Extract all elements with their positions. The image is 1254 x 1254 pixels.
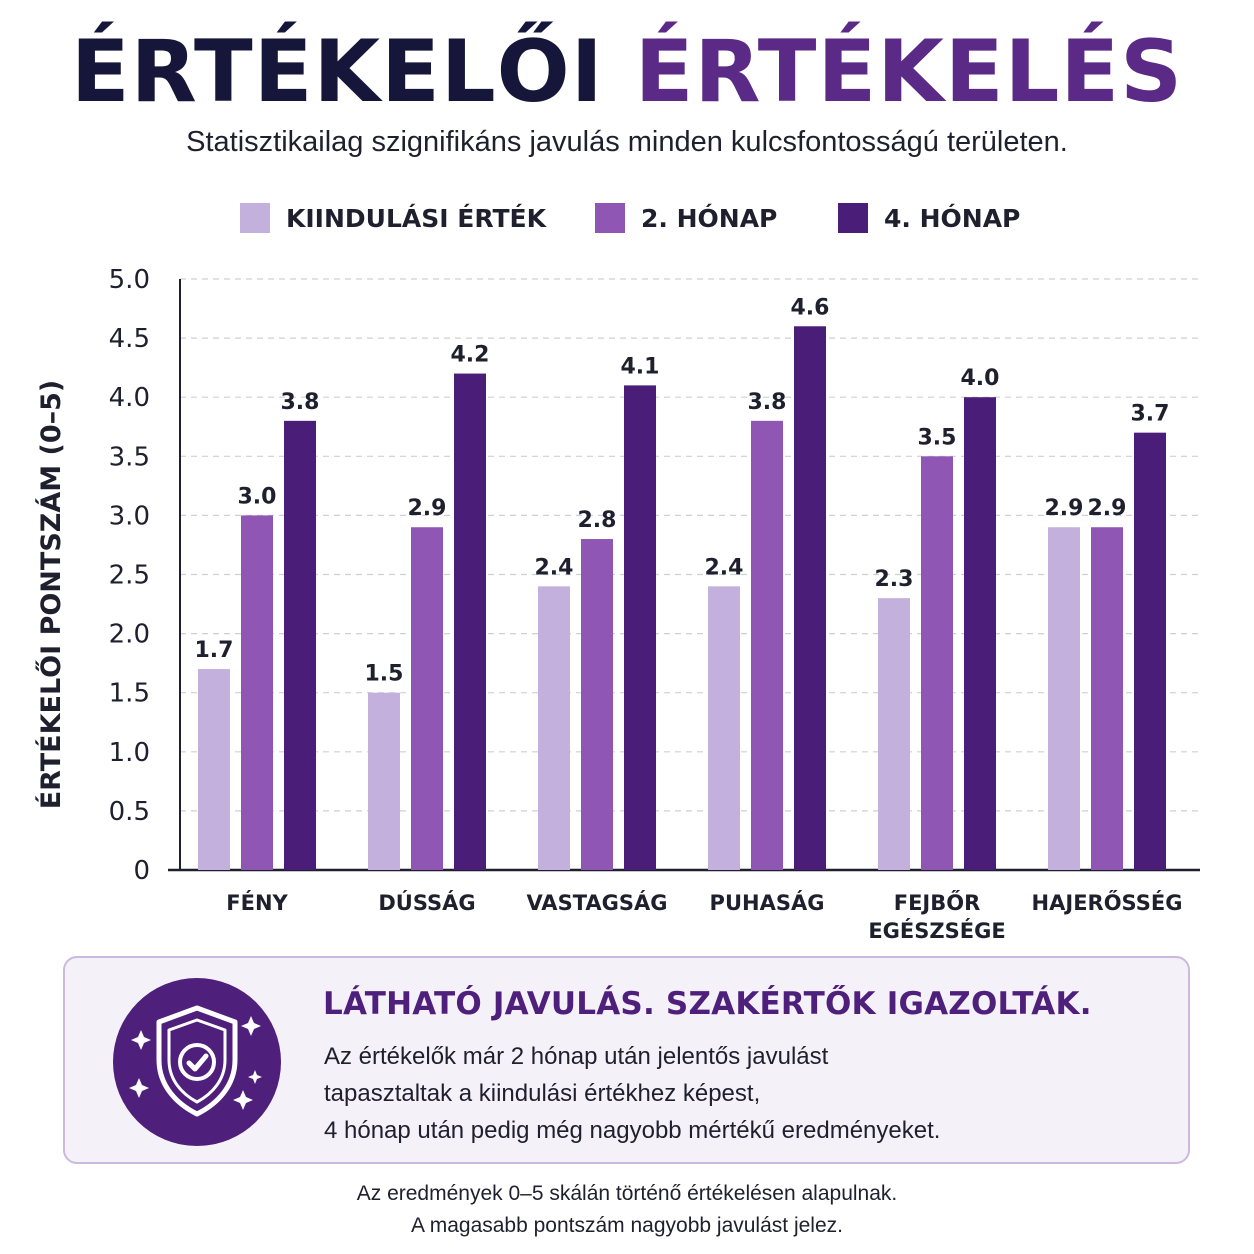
footnote-line-1: Az eredmények 0–5 skálán történő értékel… <box>356 1182 898 1205</box>
data-label: 4.1 <box>621 354 660 379</box>
y-tick-label: 4.5 <box>109 324 150 354</box>
y-tick-label: 2.0 <box>109 620 150 650</box>
footnote-line-2: A magasabb pontszám nagyobb javulást jel… <box>411 1214 843 1237</box>
bar <box>1134 432 1166 870</box>
callout-line-1: Az értékelők már 2 hónap után jelentős j… <box>324 1043 829 1070</box>
legend-swatch-month4 <box>838 203 868 233</box>
data-label: 2.3 <box>875 567 914 592</box>
legend-item-month4: 4. HÓNAP <box>838 198 1020 238</box>
data-label: 2.9 <box>1045 496 1084 521</box>
bar <box>878 598 910 870</box>
badge <box>113 978 281 1146</box>
y-tick-label: 2.5 <box>109 561 150 591</box>
bar <box>198 669 230 870</box>
bar <box>964 397 996 870</box>
data-label: 3.0 <box>238 484 277 509</box>
y-tick-label: 1.0 <box>109 738 150 768</box>
data-label: 4.0 <box>961 366 1000 391</box>
callout-body: Az értékelők már 2 hónap után jelentős j… <box>324 1038 1164 1149</box>
callout-line-2: tapasztaltak a kiindulási értékhez képes… <box>324 1080 761 1107</box>
data-label: 2.9 <box>1088 496 1127 521</box>
bar <box>241 515 273 870</box>
x-tick-label: FÉNY <box>226 890 288 915</box>
data-label: 1.5 <box>365 662 404 687</box>
chart-legend: KIINDULÁSI ÉRTÉK 2. HÓNAP 4. HÓNAP <box>0 198 1254 238</box>
data-label: 3.7 <box>1131 402 1170 427</box>
shield-check-icon <box>129 1005 262 1117</box>
data-label: 2.4 <box>535 555 574 580</box>
data-label: 1.7 <box>195 638 234 663</box>
y-tick-label: 3.0 <box>109 501 150 531</box>
legend-swatch-baseline <box>240 203 270 233</box>
data-label: 2.9 <box>408 496 447 521</box>
x-tick-label: PUHASÁG <box>710 890 825 915</box>
x-tick-label: DÚSSÁG <box>378 890 475 915</box>
x-tick-label: HAJERŐSSÉG <box>1032 890 1183 915</box>
legend-swatch-month2 <box>595 203 625 233</box>
data-label: 4.6 <box>791 295 830 320</box>
legend-item-baseline: KIINDULÁSI ÉRTÉK <box>240 198 546 238</box>
y-tick-label: 0 <box>133 856 150 886</box>
bar <box>411 527 443 870</box>
footnote: Az eredmények 0–5 skálán történő értékel… <box>0 1178 1254 1242</box>
bar <box>1048 527 1080 870</box>
bar <box>624 385 656 870</box>
y-tick-label: 3.5 <box>109 442 150 472</box>
y-axis-title: ÉRTÉKELŐI PONTSZÁM (0–5) <box>35 380 67 810</box>
y-tick-label: 4.0 <box>109 383 150 413</box>
chart-subtitle: Statisztikailag szignifikáns javulás min… <box>186 126 1068 158</box>
data-label: 3.8 <box>748 390 787 415</box>
callout-line-3: 4 hónap után pedig még nagyobb mértékű e… <box>324 1117 941 1144</box>
data-label: 2.8 <box>578 508 617 533</box>
bar <box>708 586 740 870</box>
data-label: 4.2 <box>451 343 490 368</box>
bar <box>368 692 400 870</box>
bar <box>284 420 316 870</box>
bar <box>751 420 783 870</box>
bar <box>1091 527 1123 870</box>
title-part-1: ÉRTÉKELŐI <box>70 22 604 122</box>
data-label: 3.8 <box>281 390 320 415</box>
bar-chart: 0 0.5 1.0 1.5 2.0 2.5 3.0 3.5 4.0 4.5 5.0 ÉRTÉKELŐI… <box>35 265 1200 943</box>
y-tick-label: 1.5 <box>109 679 150 709</box>
legend-label-month2: 2. HÓNAP <box>641 203 778 233</box>
x-tick-label: EGÉSZSÉGE <box>868 918 1005 943</box>
bar <box>454 373 486 870</box>
y-tick-label: 0.5 <box>109 797 150 827</box>
data-label: 2.4 <box>705 555 744 580</box>
y-tick-label: 5.0 <box>109 265 150 295</box>
legend-label-baseline: KIINDULÁSI ÉRTÉK <box>286 203 546 233</box>
legend-item-month2: 2. HÓNAP <box>595 198 777 238</box>
bar <box>794 326 826 870</box>
callout-title: LÁTHATÓ JAVULÁS. SZAKÉRTŐK IGAZOLTÁK. <box>323 986 1092 1022</box>
x-tick-label: VASTAGSÁG <box>526 890 667 915</box>
data-label: 3.5 <box>918 425 957 450</box>
bar <box>921 456 953 870</box>
x-tick-label: FEJBŐR <box>894 890 981 915</box>
legend-label-month4: 4. HÓNAP <box>884 203 1021 233</box>
bar <box>538 586 570 870</box>
title-part-2: ÉRTÉKELÉS <box>634 22 1184 122</box>
callout-box: LÁTHATÓ JAVULÁS. SZAKÉRTŐK IGAZOLTÁK. Az… <box>63 956 1190 1164</box>
chart-title: ÉRTÉKELŐI ÉRTÉKELÉS <box>0 22 1254 122</box>
bar <box>581 539 613 870</box>
